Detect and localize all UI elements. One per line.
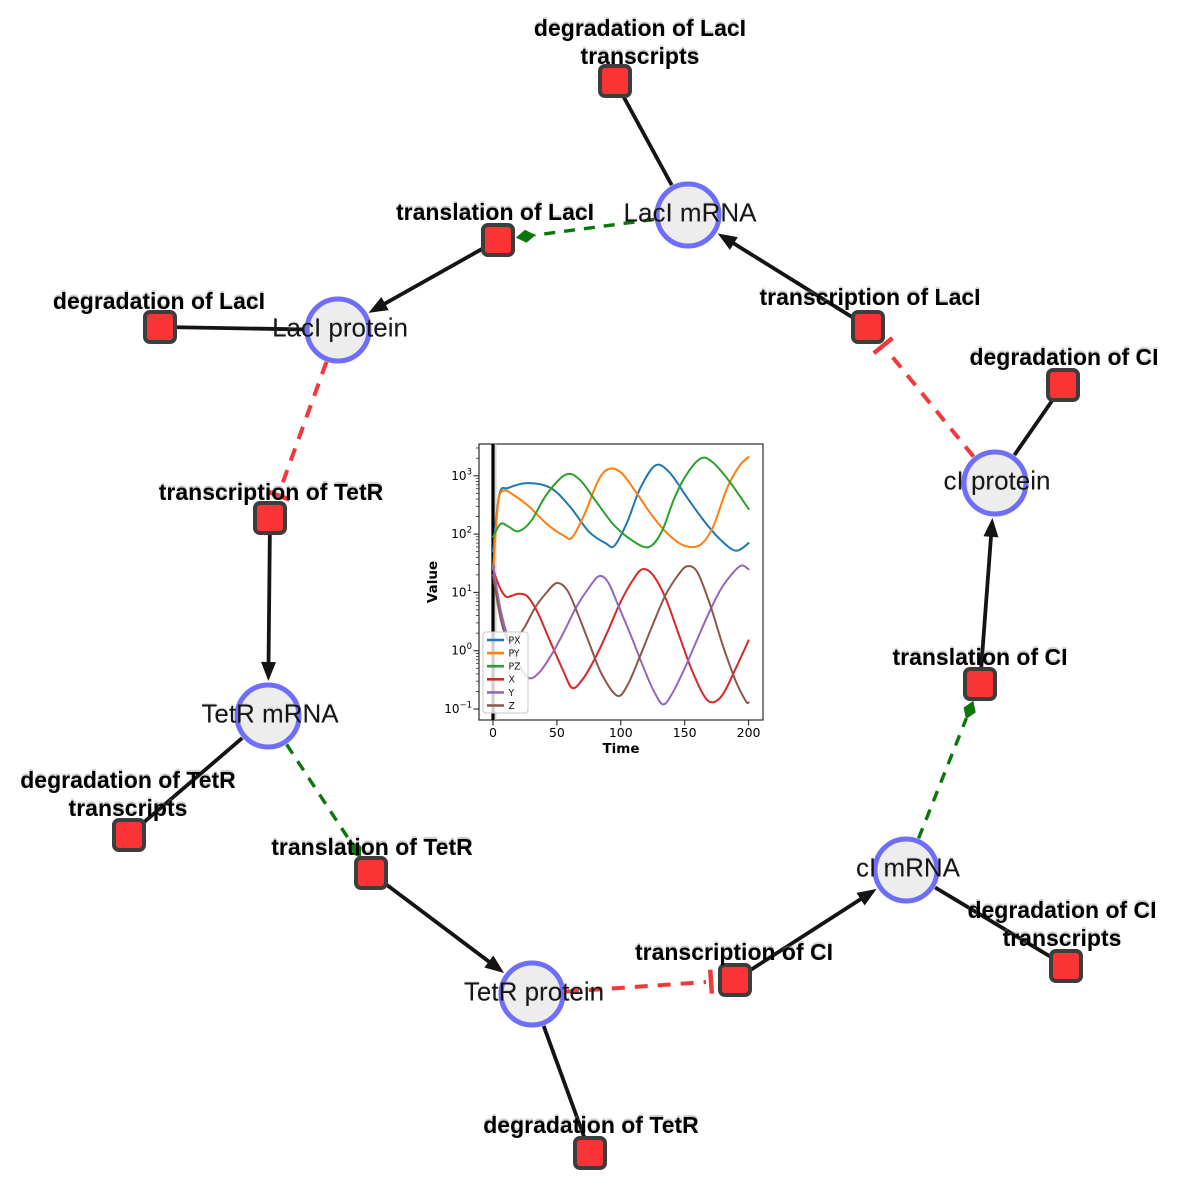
reaction-node-deg-tetr[interactable] xyxy=(573,1136,607,1170)
species-node-laci-protein[interactable] xyxy=(304,296,372,364)
y-tick-label: 102 xyxy=(451,526,472,542)
inhibition-tbar-icon xyxy=(872,336,894,355)
reaction-node-transcr-tetr[interactable] xyxy=(253,501,287,535)
timeseries-inset-chart: Time Value 0 50 100 150 200 10−1 100 101 102 103 P… xyxy=(425,443,764,757)
reaction-node-deg-laci-tx[interactable] xyxy=(598,64,632,98)
product-edge-line[interactable] xyxy=(379,246,485,308)
chart-line-X xyxy=(492,568,750,704)
legend-label-PX: PX xyxy=(509,635,522,646)
chart-line-PX xyxy=(492,463,750,553)
modifier-edge-line[interactable] xyxy=(285,743,353,843)
x-tick-label: 150 xyxy=(673,725,697,740)
edge-tetr-protein-transcr-ci xyxy=(565,969,715,994)
chart-curves xyxy=(491,444,750,720)
arrowhead-icon xyxy=(484,955,505,973)
product-edge-line[interactable] xyxy=(979,531,994,668)
species-node-laci-mrna[interactable] xyxy=(654,181,722,249)
reaction-node-transl-ci[interactable] xyxy=(963,667,997,701)
reaction-node-deg-ci-tx[interactable] xyxy=(1049,949,1083,983)
edge-transcr-tetr-tetr-mrna xyxy=(261,534,277,682)
modifier-diamond-icon xyxy=(515,229,536,243)
edge-laci-mrna-transl-laci xyxy=(515,217,655,243)
chart-line-Y xyxy=(492,564,750,706)
edge-ci-mrna-transl-ci xyxy=(916,700,976,840)
edge-tetr-mrna-deg-tetr-tx xyxy=(140,736,244,826)
legend-label-PZ: PZ xyxy=(509,662,521,673)
reaction-node-transl-tetr[interactable] xyxy=(354,856,388,890)
arrowhead-icon xyxy=(983,517,999,538)
modifier-edge-line[interactable] xyxy=(534,217,655,237)
y-tick-label: 10−1 xyxy=(444,701,472,717)
x-tick-label: 100 xyxy=(609,725,633,740)
product-edge-line[interactable] xyxy=(266,534,272,668)
legend-box xyxy=(482,631,529,714)
reactant-edge-line[interactable] xyxy=(176,325,305,332)
edge-transl-ci-ci-protein xyxy=(979,517,999,668)
reaction-node-deg-ci[interactable] xyxy=(1046,368,1080,402)
x-tick-label: 0 xyxy=(489,725,497,740)
edge-ci-protein-deg-ci xyxy=(1012,397,1055,457)
x-tick-label: 50 xyxy=(549,725,565,740)
y-tick-label: 103 xyxy=(451,467,472,483)
product-edge-line[interactable] xyxy=(748,894,866,973)
species-node-tetr-protein[interactable] xyxy=(498,960,566,1028)
reactant-edge-line[interactable] xyxy=(621,95,674,187)
reaction-node-deg-laci[interactable] xyxy=(143,310,177,344)
legend-label-Y: Y xyxy=(508,688,515,699)
chart-line-PY xyxy=(492,456,750,571)
inhibition-tbar-icon xyxy=(266,489,291,502)
edges-layer xyxy=(140,95,1055,1138)
arrowhead-icon xyxy=(856,888,877,906)
y-tick-label: 101 xyxy=(451,584,472,600)
reactant-edge-line[interactable] xyxy=(140,736,244,826)
edge-transcr-ci-ci-mrna xyxy=(748,888,877,973)
reaction-node-transl-laci[interactable] xyxy=(481,223,515,257)
species-node-ci-protein[interactable] xyxy=(961,449,1029,517)
arrowhead-icon xyxy=(261,661,277,682)
edge-ci-protein-transcr-laci xyxy=(872,336,976,458)
edge-transl-tetr-tetr-protein xyxy=(383,881,505,973)
species-node-tetr-mrna[interactable] xyxy=(234,682,302,750)
chart-x-axis-label: Time xyxy=(602,741,639,757)
x-tick-label: 200 xyxy=(737,725,761,740)
reaction-node-deg-tetr-tx[interactable] xyxy=(112,818,146,852)
edge-ci-mrna-deg-ci-tx xyxy=(934,885,1053,959)
chart-legend: PX PY PZ XYZ xyxy=(482,631,529,714)
chart-line-Z xyxy=(492,565,750,705)
modifier-edge-line[interactable] xyxy=(916,717,968,840)
product-edge-line[interactable] xyxy=(383,881,494,967)
arrowhead-icon xyxy=(368,296,389,313)
edge-laci-protein-transcr-tetr xyxy=(266,361,329,502)
modifier-diamond-icon xyxy=(350,841,362,858)
legend-label-PY: PY xyxy=(509,649,520,660)
edge-tetr-mrna-transl-tetr xyxy=(285,743,362,858)
arrowhead-icon xyxy=(717,233,738,250)
species-node-ci-mrna[interactable] xyxy=(872,836,940,904)
inhibitor-edge-line[interactable] xyxy=(884,348,976,458)
modifier-diamond-icon xyxy=(963,700,976,720)
edge-transcr-laci-laci-mrna xyxy=(717,233,855,320)
chart-line-PZ xyxy=(492,456,750,549)
inhibition-tbar-icon xyxy=(707,969,715,994)
reactant-edge-line[interactable] xyxy=(934,885,1053,959)
chart-axes: 0 50 100 150 200 10−1 100 101 102 103 xyxy=(444,443,764,740)
inhibitor-edge-line[interactable] xyxy=(565,979,707,994)
legend-label-X: X xyxy=(509,675,516,686)
reaction-node-transcr-laci[interactable] xyxy=(851,310,885,344)
reactant-edge-line[interactable] xyxy=(1012,397,1055,457)
reactant-edge-line[interactable] xyxy=(541,1025,586,1138)
edge-transl-laci-laci-protein xyxy=(368,246,485,313)
edge-tetr-protein-deg-tetr xyxy=(541,1025,586,1138)
reaction-node-transcr-ci[interactable] xyxy=(718,963,752,997)
y-tick-label: 100 xyxy=(451,642,472,658)
edge-laci-protein-deg-laci xyxy=(176,325,305,332)
nodes-layer xyxy=(112,64,1083,1170)
edge-laci-mrna-deg-laci-tx xyxy=(621,95,674,187)
inhibitor-edge-line[interactable] xyxy=(277,361,329,492)
legend-label-Z: Z xyxy=(509,701,515,712)
product-edge-line[interactable] xyxy=(728,239,855,320)
chart-y-axis-label: Value xyxy=(425,561,441,603)
